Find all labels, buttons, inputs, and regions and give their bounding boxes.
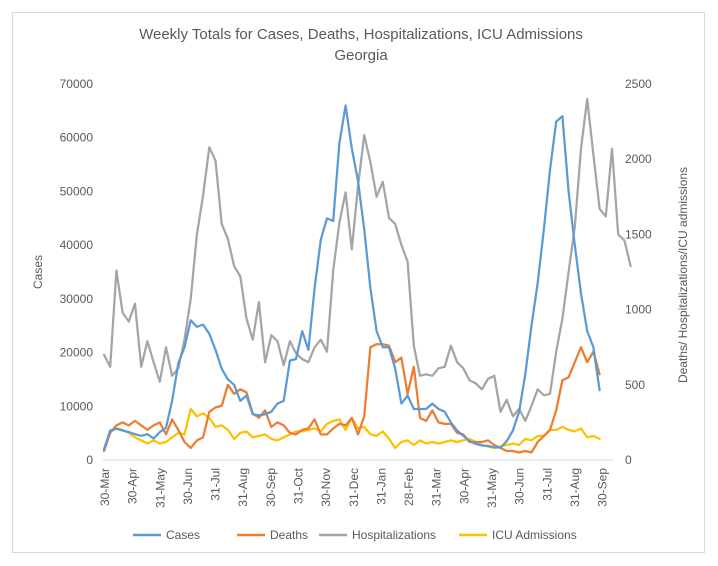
x-tick-label: 31-May <box>485 468 499 508</box>
y-tick-label-left: 10000 <box>60 399 94 413</box>
legend-label-hospitalizations: Hospitalizations <box>352 528 436 542</box>
chart-title: Weekly Totals for Cases, Deaths, Hospita… <box>139 26 583 43</box>
y-tick-label-right: 2000 <box>625 152 652 166</box>
chart-frame: Weekly Totals for Cases, Deaths, Hospita… <box>12 12 705 553</box>
x-axis: 30-Mar 30-Apr 31-May 30-Jun 31-Jul 31-Aug 30-S… <box>98 467 610 508</box>
y-tick-label-right: 500 <box>625 378 645 392</box>
y-axis-left-title: Cases <box>31 255 45 289</box>
series-line-cases <box>102 104 601 451</box>
y-tick-label-right: 1000 <box>625 303 652 317</box>
series-lines <box>102 97 632 454</box>
y-tick-label-right: 2500 <box>625 77 652 91</box>
x-tick-label: 31-Oct <box>291 467 305 504</box>
x-tick-label: 30-Jun <box>513 468 527 505</box>
x-tick-label: 31-Aug <box>236 468 250 507</box>
y-tick-label-right: 1500 <box>625 227 652 241</box>
series-line-deaths <box>102 343 601 454</box>
x-tick-label: 30-Apr <box>126 468 140 504</box>
x-tick-label: 31-Mar <box>430 468 444 506</box>
x-tick-label: 31-Jul <box>209 468 223 501</box>
x-tick-label: 30-Nov <box>319 468 333 507</box>
y-tick-label-left: 60000 <box>60 131 94 145</box>
y-tick-label-left: 20000 <box>60 346 94 360</box>
x-tick-label: 31-Jan <box>374 468 388 505</box>
y-tick-label-left: 70000 <box>60 77 94 91</box>
y-axis-right: 0 500 1000 1500 2000 2500 <box>625 77 652 467</box>
y-tick-label-left: 30000 <box>60 292 94 306</box>
x-tick-label: 31-Jul <box>540 468 554 501</box>
x-tick-label: 31-Aug <box>568 468 582 507</box>
x-tick-label: 30-Apr <box>457 468 471 504</box>
y-tick-label-left: 0 <box>86 453 93 467</box>
legend-label-icu-admissions: ICU Admissions <box>492 528 577 542</box>
y-tick-label-left: 50000 <box>60 184 94 198</box>
legend: Cases Deaths Hospitalizations ICU Admission… <box>133 528 577 542</box>
x-tick-label: 31-Dec <box>347 468 361 507</box>
x-tick-label: 30-Sep <box>264 468 278 507</box>
x-tick-label: 30-Sep <box>596 468 610 507</box>
y-axis-right-title: Deaths/ Hospitalizations/ICU admissions <box>676 167 690 383</box>
legend-label-deaths: Deaths <box>270 528 308 542</box>
chart-svg: Weekly Totals for Cases, Deaths, Hospita… <box>31 26 690 542</box>
x-tick-label: 28-Feb <box>402 468 416 506</box>
x-tick-label: 30-Jun <box>181 468 195 505</box>
y-tick-label-right: 0 <box>625 453 632 467</box>
x-tick-label: 31-May <box>153 468 167 508</box>
x-tick-label: 30-Mar <box>98 468 112 506</box>
chart-subtitle: Georgia <box>334 47 388 64</box>
series-line-hospitalizations <box>102 97 632 423</box>
legend-label-cases: Cases <box>166 528 200 542</box>
y-tick-label-left: 40000 <box>60 238 94 252</box>
y-axis-left: 0 10000 20000 30000 40000 50000 60000 70000 <box>60 77 94 467</box>
